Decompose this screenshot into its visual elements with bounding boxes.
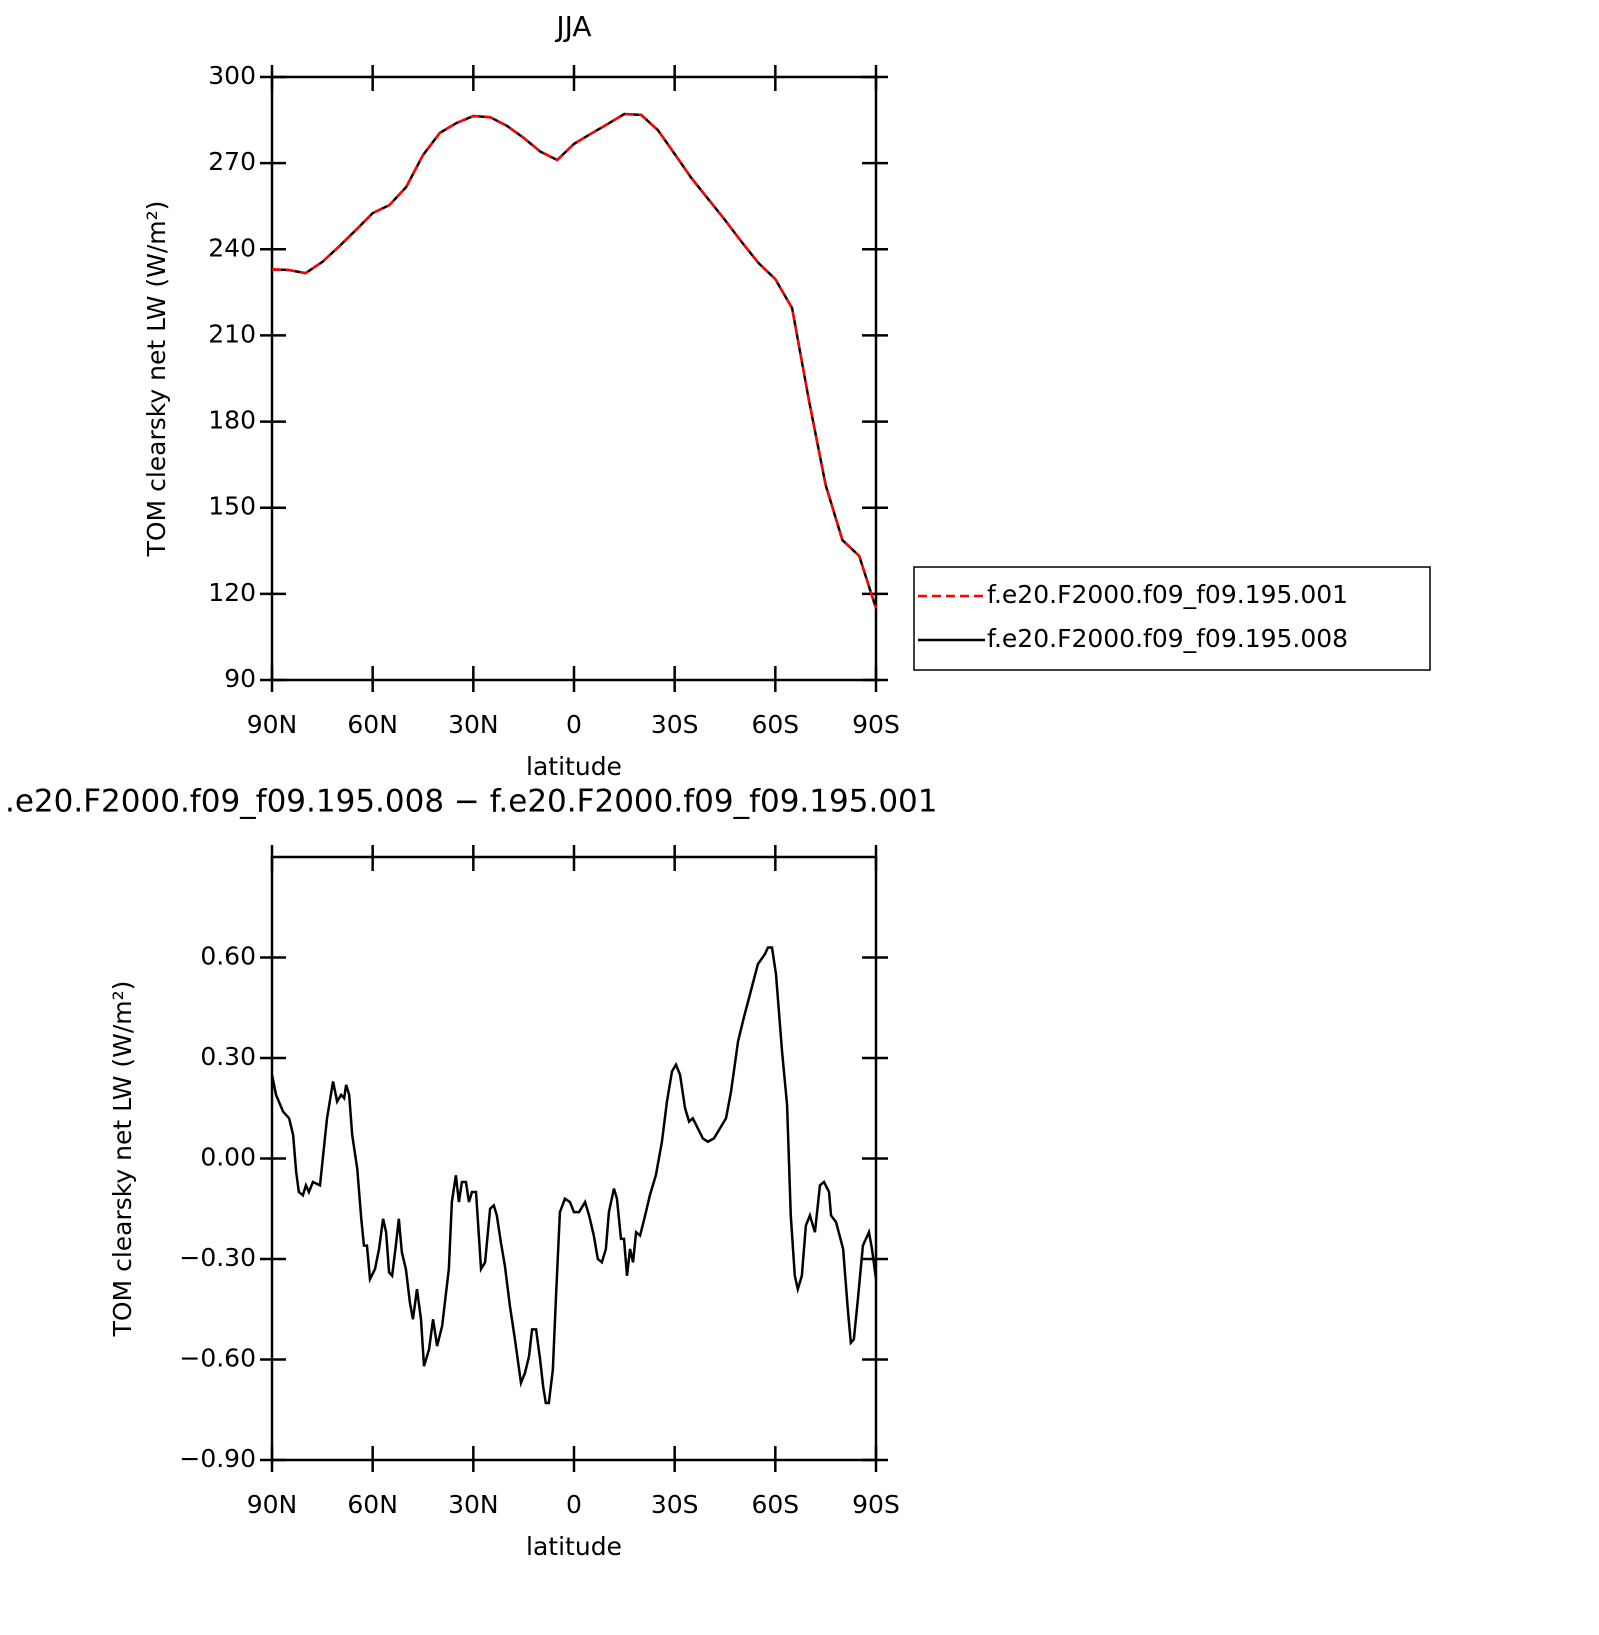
x-tick-label: 90N [247,1490,298,1519]
y-axis-label: TOM clearsky net LW (W/m²) [142,201,171,558]
legend-label: f.e20.F2000.f09_f09.195.001 [987,580,1348,609]
plot-frame [270,855,878,1462]
y-tick-label: 120 [208,578,256,607]
chart-title: JJA [554,10,591,43]
data-line [270,946,878,1405]
x-tick-label: 90S [852,1490,900,1519]
y-tick-label: 180 [208,406,256,435]
y-axis-label: TOM clearsky net LW (W/m²) [108,981,137,1338]
x-axis-label: latitude [526,752,622,781]
x-tick-label: 90N [247,710,298,739]
x-tick-label: 0 [566,710,582,739]
y-tick-label: 240 [208,233,256,262]
legend-box [913,566,1431,671]
y-tick-label: −0.30 [179,1243,256,1272]
x-tick-label: 0 [566,1490,582,1519]
x-tick-label: 60S [751,710,799,739]
y-tick-label: 150 [208,492,256,521]
plot-frame [270,75,878,682]
chart-title: .e20.F2000.f09_f09.195.008 − f.e20.F2000… [5,784,937,820]
x-tick-label: 30S [651,710,699,739]
x-tick-label: 30N [448,710,499,739]
y-tick-label: 0.30 [200,1042,256,1071]
x-tick-label: 30N [448,1490,499,1519]
x-tick-label: 60S [751,1490,799,1519]
x-tick-label: 60N [347,710,398,739]
data-line [271,112,878,609]
x-axis-label: latitude [526,1532,622,1561]
y-tick-label: 90 [224,664,256,693]
y-tick-label: 300 [208,61,256,90]
y-tick-label: 0.60 [200,942,256,971]
y-tick-label: −0.60 [179,1344,256,1373]
legend-label: f.e20.F2000.f09_f09.195.008 [987,624,1348,653]
x-tick-label: 90S [852,710,900,739]
y-tick-label: −0.90 [179,1444,256,1473]
y-tick-label: 270 [208,147,256,176]
y-tick-label: 210 [208,319,256,348]
x-tick-label: 60N [347,1490,398,1519]
x-tick-label: 30S [651,1490,699,1519]
y-tick-label: 0.00 [200,1143,256,1172]
data-line [271,112,878,609]
